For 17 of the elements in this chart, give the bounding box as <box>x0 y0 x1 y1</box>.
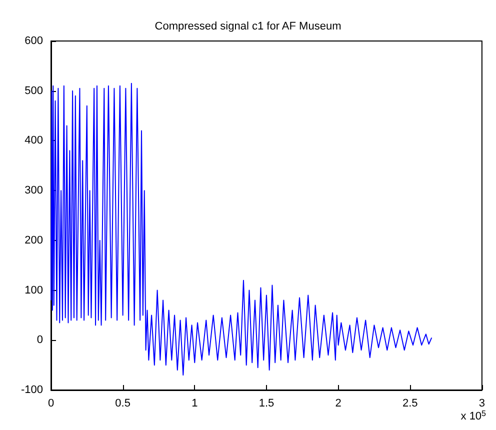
x-tick-label: 0 <box>48 398 54 410</box>
chart-title: Compressed signal c1 for AF Museum <box>154 20 342 32</box>
x-tick-label: 0.5 <box>115 398 130 410</box>
x-tick-label: 3 <box>478 398 486 410</box>
y-tick-label: 400 <box>24 134 43 147</box>
x-tick-label: 2.5 <box>402 398 418 410</box>
y-tick-label: 500 <box>24 84 43 97</box>
y-tick-label: 0 <box>36 334 43 346</box>
x-tick-label: 1.5 <box>258 398 274 410</box>
line-series <box>50 82 432 376</box>
y-tick-label: 100 <box>24 284 43 296</box>
x-tick-label: 2 <box>335 398 342 410</box>
x-tick-label: 1 <box>192 398 198 410</box>
y-tick-label: 200 <box>24 234 43 246</box>
y-tick-label: -100 <box>20 384 43 396</box>
y-tick-label: 300 <box>24 184 43 197</box>
y-tick-label: 600 <box>24 35 43 47</box>
